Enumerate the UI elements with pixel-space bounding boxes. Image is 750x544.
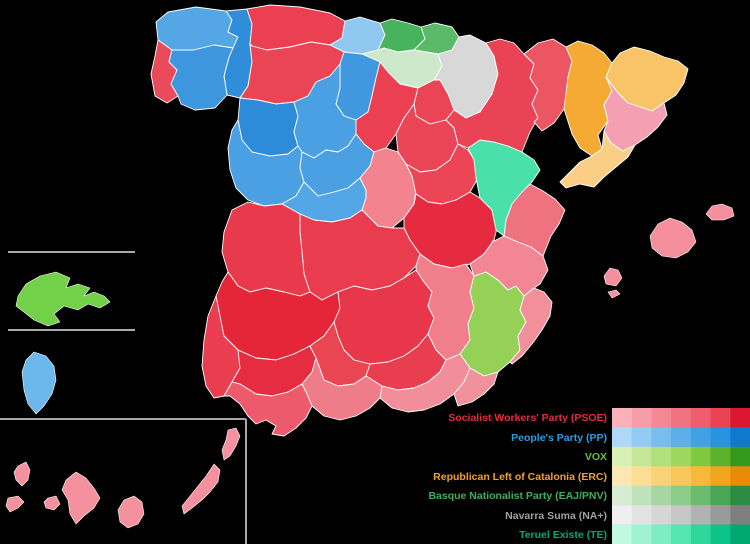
legend-swatch xyxy=(612,446,633,467)
legend-swatch xyxy=(651,408,672,428)
legend-label-erc: Republican Left of Catalonia (ERC) xyxy=(433,471,607,483)
province-cadiz xyxy=(223,381,313,437)
legend-label-pnv: Basque Nationalist Party (EAJ/PNV) xyxy=(428,490,607,502)
legend-swatch xyxy=(671,446,692,467)
island-elhierro xyxy=(5,495,25,513)
legend-swatch xyxy=(730,427,750,448)
legend-swatch xyxy=(730,524,750,544)
legend-swatch xyxy=(671,485,692,506)
legend-label-pp: People's Party (PP) xyxy=(511,432,607,444)
legend-swatch xyxy=(612,505,633,525)
legend-swatch xyxy=(612,524,633,544)
island-fuerteventura xyxy=(181,463,221,515)
legend-swatch xyxy=(730,485,750,506)
legend-label-teruel: Teruel Existe (TE) xyxy=(519,529,607,541)
legend-swatch xyxy=(710,427,731,448)
province-lleida xyxy=(563,40,613,157)
legend-swatch xyxy=(631,485,652,506)
legend-swatch xyxy=(651,524,672,544)
inset-ceuta xyxy=(15,271,111,327)
mainland-provinces xyxy=(150,4,689,437)
province-asturias xyxy=(246,4,346,51)
island-lanzarote xyxy=(221,427,241,461)
island-tenerife xyxy=(61,471,101,525)
legend: Socialist Workers' Party (PSOE) People's… xyxy=(428,408,750,544)
island-mallorca xyxy=(649,217,697,259)
legend-swatch xyxy=(651,446,672,467)
autonomous-cities xyxy=(15,271,111,415)
legend-swatch xyxy=(690,427,711,448)
province-tarragona xyxy=(559,130,636,189)
legend-swatch xyxy=(710,408,731,428)
legend-swatch xyxy=(690,485,711,506)
balearic-islands xyxy=(603,203,735,299)
island-lagomera xyxy=(43,495,61,511)
legend-label-psoe: Socialist Workers' Party (PSOE) xyxy=(448,412,607,424)
legend-swatch xyxy=(730,408,750,428)
inset-frames xyxy=(0,251,247,544)
legend-swatch xyxy=(631,446,652,467)
legend-swatch xyxy=(690,446,711,467)
legend-swatch xyxy=(710,485,731,506)
legend-swatch xyxy=(631,466,652,487)
canary-islands xyxy=(5,427,241,529)
legend-swatch xyxy=(631,427,652,448)
legend-swatch xyxy=(631,524,652,544)
legend-swatch xyxy=(612,485,633,506)
province-alicante xyxy=(509,287,553,365)
legend-swatch xyxy=(651,427,672,448)
legend-swatch xyxy=(690,505,711,525)
island-menorca xyxy=(705,203,735,221)
island-grancanaria xyxy=(117,495,145,529)
island-lapalma xyxy=(13,461,31,487)
province-acoruna xyxy=(155,6,239,51)
legend-labels: Socialist Workers' Party (PSOE) People's… xyxy=(428,412,607,541)
legend-label-vox: VOX xyxy=(585,451,607,463)
legend-swatch xyxy=(631,505,652,525)
island-ibiza xyxy=(603,267,623,287)
island-formentera xyxy=(607,289,621,299)
legend-swatch xyxy=(730,446,750,467)
legend-swatch xyxy=(710,505,731,525)
legend-swatch xyxy=(671,427,692,448)
legend-swatch xyxy=(710,524,731,544)
legend-swatch xyxy=(671,505,692,525)
legend-swatch xyxy=(631,408,652,428)
legend-swatch xyxy=(671,524,692,544)
legend-swatch xyxy=(612,408,633,428)
legend-swatch xyxy=(730,505,750,525)
legend-swatch xyxy=(710,466,731,487)
legend-swatch xyxy=(710,446,731,467)
legend-swatch xyxy=(612,466,633,487)
legend-swatch xyxy=(690,466,711,487)
legend-swatch xyxy=(651,466,672,487)
legend-swatch xyxy=(612,427,633,448)
province-ourense xyxy=(168,44,234,111)
legend-swatch xyxy=(730,466,750,487)
legend-label-nasuma: Navarra Suma (NA+) xyxy=(505,510,607,522)
legend-swatch xyxy=(690,524,711,544)
legend-swatch xyxy=(671,466,692,487)
legend-swatch xyxy=(651,505,672,525)
province-barcelona xyxy=(603,76,668,152)
inset-melilla xyxy=(21,351,57,415)
province-huesca xyxy=(523,38,573,132)
legend-swatch xyxy=(690,408,711,428)
legend-swatch xyxy=(651,485,672,506)
legend-swatch xyxy=(671,408,692,428)
legend-swatch-grid xyxy=(612,408,750,544)
province-almeria xyxy=(453,367,499,407)
